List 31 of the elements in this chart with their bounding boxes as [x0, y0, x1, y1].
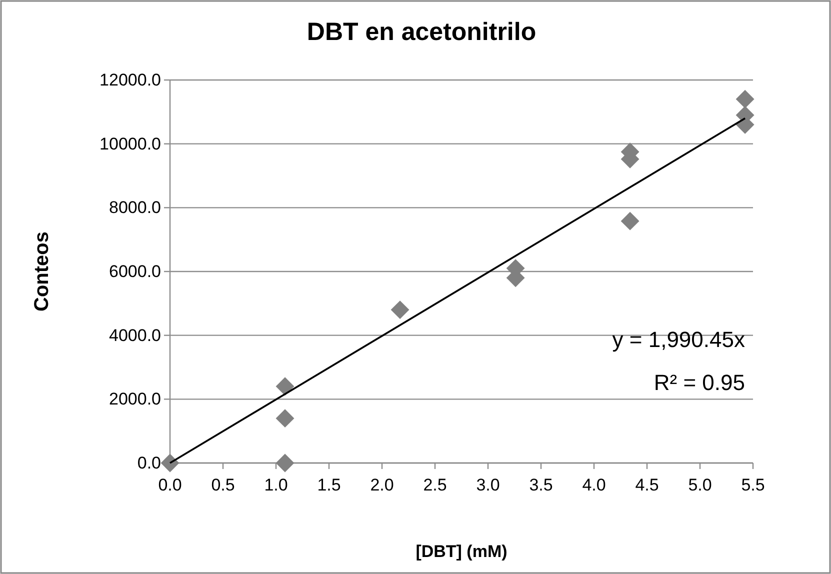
x-axis-title: [DBT] (mM)	[416, 542, 508, 561]
y-tick-label: 8000.0	[109, 198, 161, 218]
y-axis-title: Conteos	[31, 232, 53, 312]
x-tick-label: 4.0	[582, 476, 606, 495]
x-tick-label: 0.5	[211, 476, 235, 495]
x-tick-label: 5.5	[741, 476, 765, 495]
chart-title: DBT en acetonitrilo	[306, 18, 536, 46]
x-tick-label: 1.0	[264, 476, 288, 495]
annotation: y = 1,990.45x	[612, 327, 745, 352]
point	[390, 300, 410, 320]
point	[620, 212, 640, 230]
x-tick-label: 2.5	[423, 476, 447, 495]
y-tick-label: 12000.0	[100, 70, 161, 90]
point	[276, 377, 294, 396]
y-tick-label: 2000.0	[109, 390, 161, 409]
y-tick-label: 0.0	[137, 453, 161, 472]
point	[736, 90, 754, 108]
x-tick-label: 3.5	[529, 476, 553, 495]
point	[276, 454, 294, 472]
y-tick-label: 6000.0	[109, 262, 161, 281]
y-tick-label: 4000.0	[109, 326, 161, 345]
x-tick-label: 1.5	[317, 476, 341, 495]
x-tick-label: 2.0	[370, 476, 394, 495]
point	[160, 454, 180, 472]
x-tick-label: 4.5	[635, 476, 659, 495]
y-tick-label: 10000.0	[100, 134, 161, 154]
x-tick-label: 0.0	[158, 476, 182, 495]
point	[276, 409, 294, 428]
x-tick-label: 5.0	[688, 476, 712, 495]
annotation: R² = 0.95	[654, 370, 745, 395]
x-tick-label: 3.0	[476, 476, 500, 495]
